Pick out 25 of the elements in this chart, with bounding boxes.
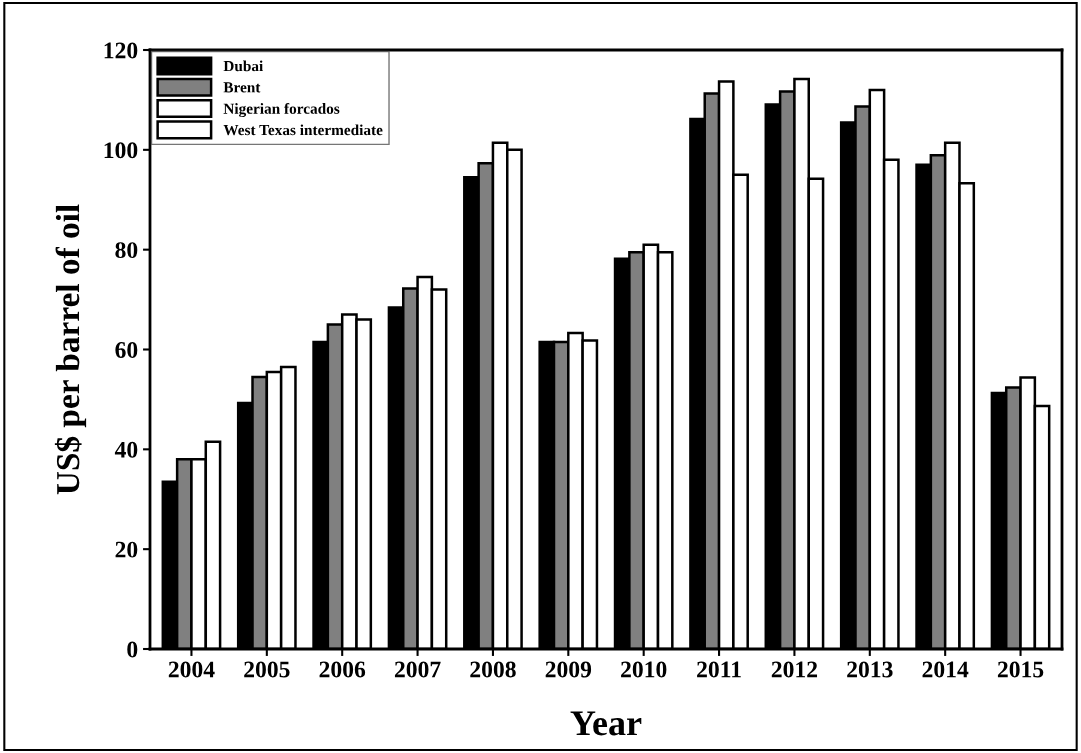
x-tick-label: 2011 [697, 661, 741, 678]
legend-label: Nigerian forcados [223, 102, 340, 118]
y-tick-label: 40 [114, 441, 138, 458]
x-tick-label: 2012 [771, 661, 818, 678]
x-axis-title: Year [570, 711, 642, 736]
y-tick-label: 20 [115, 541, 138, 558]
legend-label: Brent [223, 82, 261, 93]
legend-label: West Texas intermediate [223, 124, 383, 136]
x-tick-label: 2004 [168, 661, 215, 678]
x-tick-label: 2014 [922, 661, 969, 678]
y-axis-title: US$ per barrel of oil [54, 204, 87, 495]
y-tick-label: 60 [115, 341, 138, 358]
x-tick-label: 2006 [319, 661, 366, 678]
y-tick-label: 120 [104, 42, 138, 59]
y-tick-label: 0 [127, 641, 138, 658]
x-tick-label: 2008 [470, 661, 516, 678]
x-tick-label: 2009 [545, 661, 592, 678]
y-tick-label: 80 [115, 242, 138, 259]
x-tick-label: 2015 [997, 661, 1044, 678]
x-tick-label: 2007 [394, 661, 441, 678]
y-tick-label: 100 [104, 142, 138, 159]
x-tick-label: 2013 [847, 661, 893, 678]
x-tick-label: 2005 [244, 661, 290, 678]
legend-label: Dubai [223, 60, 264, 72]
x-tick-label: 2010 [621, 661, 667, 678]
